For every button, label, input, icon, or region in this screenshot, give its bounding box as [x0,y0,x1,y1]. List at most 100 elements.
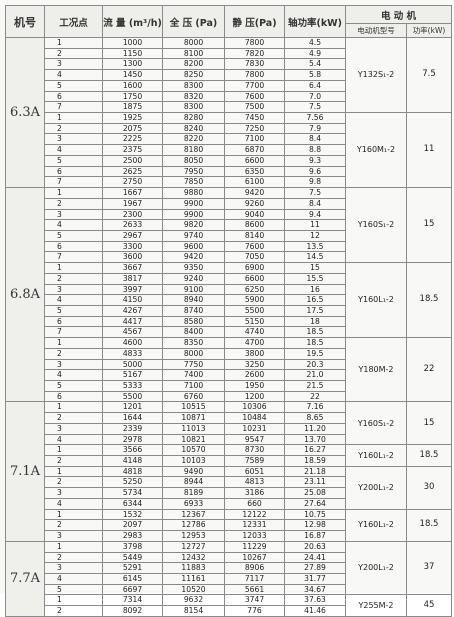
flow-cell: 1644 [102,412,163,424]
static-pressure-cell: 12033 [224,530,285,542]
flow-cell: 4267 [102,304,163,317]
table-row: 6 4417 8580 5150 18 [6,315,452,328]
static-pressure-cell: 7820 [224,47,285,60]
motor-power-cell: 30 [406,465,452,510]
flow-cell: 1925 [102,112,163,124]
shaft-power-cell: 9.8 [284,176,346,189]
table-row: 2 2097 12786 12331 12.98 [6,519,452,532]
flow-cell: 5449 [102,551,163,564]
flow-cell: 6344 [102,497,163,510]
flow-cell: 2978 [102,433,163,446]
point-cell: 5 [44,229,103,242]
total-pressure-cell: 8300 [162,101,225,114]
total-pressure-cell: 7850 [162,176,225,189]
table-row: 6.8A 1 1667 9880 9420 7.5 Y160S₁-2 15 [5,187,452,403]
flow-cell: 3600 [102,251,163,264]
point-cell: 6 [44,240,103,253]
point-cell: 2 [44,347,103,360]
static-pressure-cell: 6250 [224,283,285,296]
static-pressure-cell: 10306 [224,401,285,414]
static-pressure-cell: 6600 [224,272,285,285]
motor-power-cell: 18.5 [406,508,452,542]
point-cell: 2 [44,519,103,532]
flow-cell: 1600 [102,79,163,92]
static-pressure-cell: 12122 [224,508,285,521]
point-cell: 3 [44,208,103,221]
total-pressure-cell: 8000 [162,347,225,360]
flow-cell: 6145 [102,572,163,585]
point-cell: 1 [44,37,103,49]
static-pressure-cell: 7100 [224,133,285,146]
total-pressure-cell: 7100 [162,380,225,392]
flow-cell: 1750 [102,90,163,103]
shaft-power-cell: 16 [284,283,346,296]
shaft-power-cell: 6.4 [284,79,346,92]
motor-model-cell: Y160S₁-2 [345,187,407,264]
shaft-power-cell: 41.46 [284,605,346,617]
flow-cell: 2225 [102,133,163,146]
static-pressure-cell: 10267 [224,551,285,564]
static-pressure-cell: 1950 [224,380,285,392]
header-shaft-power: 轴功率(kW) [284,5,346,38]
point-cell: 6 [44,315,103,328]
static-pressure-cell: 9040 [224,208,285,221]
static-pressure-cell: 3800 [224,347,285,360]
total-pressure-cell: 10103 [162,455,225,467]
shaft-power-cell: 19.5 [284,347,346,360]
shaft-power-cell: 11 [284,219,346,231]
static-pressure-cell: 660 [224,497,285,510]
flow-cell: 5167 [102,369,163,381]
total-pressure-cell: 8240 [162,122,225,135]
shaft-power-cell: 7.0 [284,90,346,103]
header-flow: 流 量 (m³/h) [102,5,163,38]
total-pressure-cell: 12953 [162,530,225,542]
shaft-power-cell: 16.27 [284,444,346,457]
flow-cell: 4833 [102,347,163,360]
table-row: 1 7314 9632 3747 37.63 Y255M-2 45 [6,594,452,617]
motor-model-cell: Y200L₁-2 [345,540,407,596]
point-cell: 3 [44,358,103,371]
point-cell: 2 [44,122,103,135]
shaft-power-cell: 8.4 [284,133,346,146]
shaft-power-cell: 8.8 [284,144,346,156]
shaft-power-cell: 10.75 [284,508,346,521]
static-pressure-cell: 7800 [224,37,285,49]
motor-model-cell: Y160S₁-2 [345,401,407,446]
table-row: 7.1A 1 1201 10515 10306 7.16 Y160S₁-2 15 [5,401,452,542]
total-pressure-cell: 8320 [162,90,225,103]
shaft-power-cell: 24.41 [284,551,346,564]
shaft-power-cell: 7.9 [284,122,346,135]
point-cell: 7 [44,176,103,189]
flow-cell: 5734 [102,487,163,499]
point-cell: 5 [44,583,103,596]
point-cell: 2 [44,605,103,617]
shaft-power-cell: 22 [284,390,346,403]
header-static-pressure: 静 压(Pa) [224,5,285,38]
point-cell: 3 [44,487,103,499]
shaft-power-cell: 20.3 [284,358,346,371]
header-motor-model: 电动机型号 [345,23,407,38]
total-pressure-cell: 9900 [162,208,225,221]
static-pressure-cell: 12331 [224,519,285,532]
total-pressure-cell: 9100 [162,283,225,296]
header-model: 机号 [5,5,45,38]
flow-cell: 4417 [102,315,163,328]
flow-cell: 2300 [102,208,163,221]
static-pressure-cell: 3186 [224,487,285,499]
flow-cell: 3667 [102,262,163,274]
flow-cell: 2967 [102,229,163,242]
static-pressure-cell: 5150 [224,315,285,328]
table-row: 3 2983 12953 12033 16.87 [6,530,452,542]
static-pressure-cell: 8730 [224,444,285,457]
table-row: 2 3817 9240 6600 15.5 [6,272,452,285]
table-header: 机号 工况点 流 量 (m³/h) 全 压 (Pa) 静 压(Pa) 轴功率(k… [5,5,452,38]
point-cell: 4 [44,219,103,231]
flow-cell: 2750 [102,176,163,189]
shaft-power-cell: 11.20 [284,422,346,435]
flow-cell: 2500 [102,154,163,167]
point-cell: 6 [44,165,103,178]
total-pressure-cell: 8300 [162,79,225,92]
motor-power-cell: 18.5 [406,262,452,339]
shaft-power-cell: 27.64 [284,497,346,510]
point-cell: 1 [44,594,103,607]
